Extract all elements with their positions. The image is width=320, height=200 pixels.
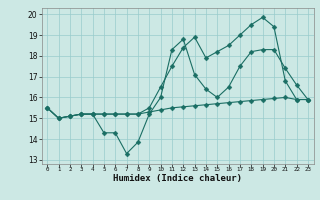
- X-axis label: Humidex (Indice chaleur): Humidex (Indice chaleur): [113, 174, 242, 183]
